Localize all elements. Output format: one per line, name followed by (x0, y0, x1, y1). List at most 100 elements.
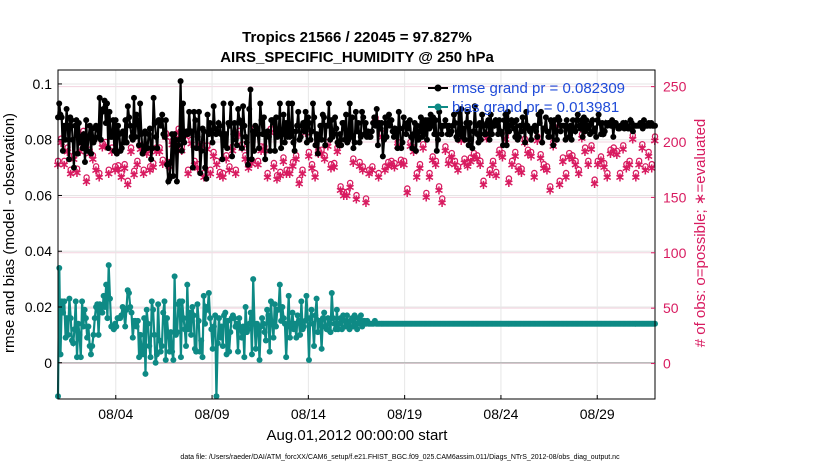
bias-grand-point (328, 290, 335, 297)
rmse-grand-point (126, 114, 133, 121)
obs-possible-marker (283, 166, 290, 173)
rmse-grand-point (227, 100, 234, 107)
bias-grand-point (128, 309, 135, 316)
bias-grand-point (294, 312, 301, 319)
bias-grand-point (89, 343, 96, 350)
obs-possible-marker (508, 157, 516, 165)
obs-possible-marker (223, 152, 230, 159)
obs-evaluated-marker: ∗ (449, 158, 460, 173)
rmse-grand-point (202, 164, 209, 171)
obs-evaluated-marker: ∗ (507, 158, 518, 173)
obs-evaluated-marker: ∗ (138, 167, 149, 182)
obs-evaluated-marker: ∗ (437, 196, 448, 211)
rmse-grand-point (416, 128, 423, 135)
rmse-grand-point (88, 150, 95, 157)
y-tick-label: 0 (44, 355, 52, 371)
bias-grand-point (264, 306, 271, 313)
rmse-grand-point (573, 117, 580, 124)
obs-possible-marker (118, 169, 125, 177)
rmse-grand-point (537, 108, 544, 115)
obs-evaluated-marker: ∗ (427, 154, 438, 169)
obs-evaluated-marker: ∗ (141, 147, 152, 162)
obs-evaluated-marker: ∗ (554, 178, 565, 193)
rmse-grand-point (219, 156, 226, 163)
obs-evaluated-marker: ∗ (278, 155, 289, 170)
obs-possible-marker (480, 177, 487, 185)
rmse-grand-point (312, 142, 319, 149)
rmse-grand-point (311, 114, 318, 121)
bias-grand-point (222, 309, 229, 316)
bias-grand-point (202, 320, 209, 327)
bias-grand-point (297, 331, 304, 338)
obs-possible-marker (286, 166, 294, 173)
rmse-grand-point (479, 111, 486, 118)
rmse-grand-point (374, 142, 381, 149)
rmse-grand-point (412, 147, 419, 154)
rmse-grand-point (340, 119, 347, 126)
rmse-grand-point (112, 117, 119, 124)
rmse-grand-point (302, 108, 309, 115)
rmse-grand-point (210, 103, 217, 110)
rmse-grand-point (191, 108, 198, 115)
bias-grand-point (164, 315, 171, 322)
obs-evaluated-marker: ∗ (294, 177, 305, 192)
obs-evaluated-marker: ∗ (545, 184, 556, 199)
obs-evaluated-marker: ∗ (272, 173, 283, 188)
rmse-grand-point (276, 100, 283, 107)
obs-evaluated-marker: ∗ (357, 164, 368, 179)
bias-grand-point (260, 320, 267, 327)
bias-grand-point (106, 295, 113, 302)
obs-possible-marker (369, 163, 376, 170)
y-tick-label: 0.02 (25, 299, 52, 315)
obs-evaluated-marker: ∗ (332, 145, 343, 160)
obs-evaluated-marker: ∗ (319, 153, 330, 168)
obs-evaluated-marker: ∗ (611, 148, 622, 163)
obs-evaluated-marker: ∗ (386, 158, 397, 173)
bias-grand-point (139, 351, 146, 358)
obs-possible-marker (546, 183, 554, 190)
rmse-grand-point (371, 114, 378, 121)
obs-evaluated-marker: ∗ (592, 158, 603, 173)
obs-evaluated-marker: ∗ (411, 170, 422, 185)
rmse-grand-point (68, 117, 75, 124)
bias-grand-point (307, 315, 314, 322)
obs-possible-marker (305, 148, 313, 156)
obs-possible-marker (648, 160, 656, 168)
rmse-grand-point (146, 125, 153, 132)
obs-evaluated-marker: ∗ (472, 153, 483, 168)
obs-evaluated-marker: ∗ (316, 147, 327, 162)
rmse-grand-point (399, 139, 406, 146)
obs-evaluated-marker: ∗ (389, 160, 400, 175)
obs-evaluated-marker: ∗ (224, 164, 235, 179)
obs-evaluated-marker: ∗ (570, 158, 581, 173)
obs-possible-marker (597, 153, 605, 160)
y2-tick-label: 250 (663, 79, 687, 95)
rmse-grand-point (280, 111, 287, 118)
rmse-grand-point (414, 122, 421, 129)
bias-grand-point (215, 315, 222, 322)
bias-grand-point (300, 323, 307, 330)
bias-grand-point (295, 317, 302, 324)
rmse-grand-point (153, 133, 160, 140)
rmse-grand-point (387, 122, 394, 129)
rmse-grand-point (59, 147, 66, 154)
rmse-grand-point (170, 172, 177, 179)
bias-grand-point (188, 331, 195, 338)
rmse-grand-point (204, 111, 211, 118)
rmse-grand-point (338, 142, 345, 149)
obs-possible-marker (96, 169, 103, 177)
rmse-grand-point (438, 131, 445, 138)
obs-possible-marker (400, 157, 408, 165)
obs-possible-marker (296, 176, 303, 183)
bias-grand-point (343, 312, 350, 319)
bias-grand-point (90, 331, 97, 338)
rmse-grand-point (115, 122, 122, 129)
rmse-grand-point (154, 145, 161, 152)
obs-possible-marker (124, 177, 132, 185)
obs-evaluated-marker: ∗ (421, 190, 432, 205)
rmse-grand-point (593, 133, 600, 140)
bias-grand-point (336, 320, 343, 327)
rmse-grand-point (568, 136, 575, 143)
obs-evaluated-marker: ∗ (561, 170, 572, 185)
x-tick-label: 08/04 (98, 406, 133, 422)
